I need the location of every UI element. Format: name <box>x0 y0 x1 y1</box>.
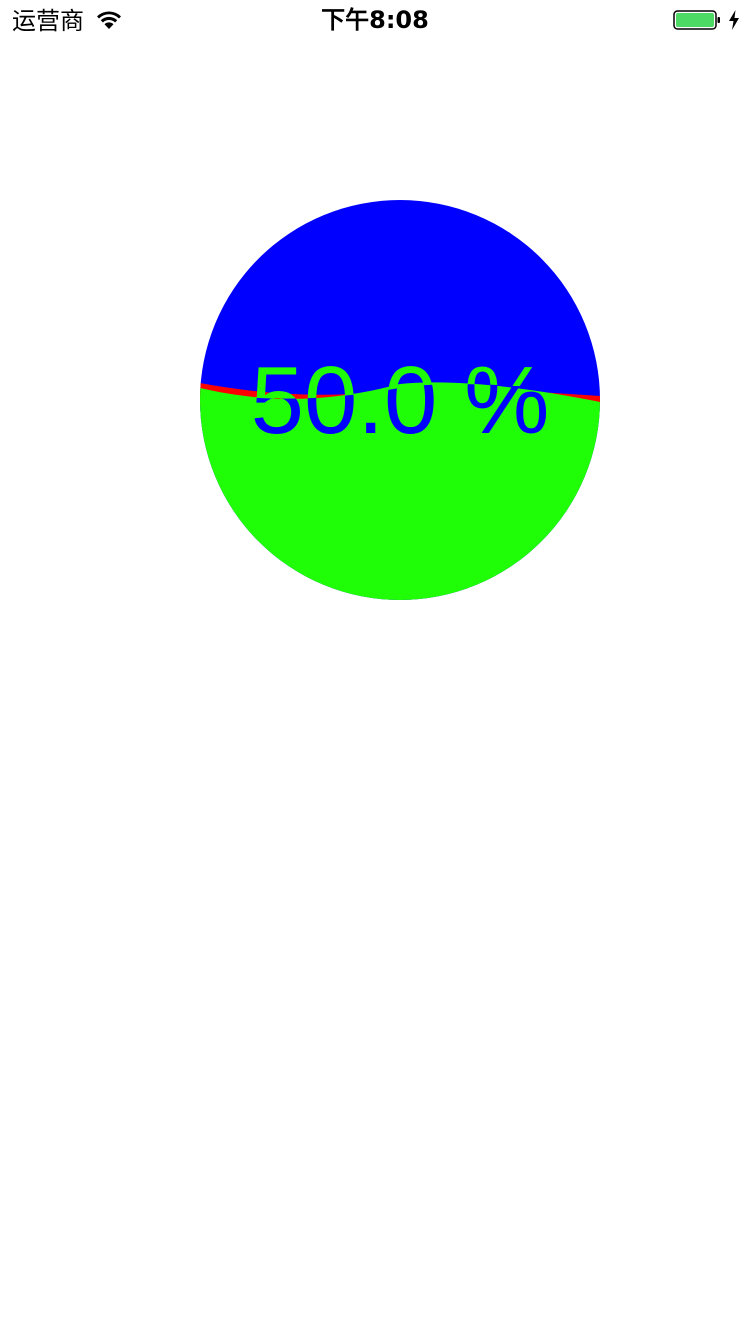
wifi-icon <box>97 11 121 29</box>
status-time: 下午8:08 <box>321 6 429 34</box>
liquid-area <box>200 382 600 600</box>
wave-progress-graphic <box>200 200 600 600</box>
status-bar: 运营商 下午8:08 <box>0 0 750 40</box>
carrier-label: 运营商 <box>12 7 84 35</box>
wave-progress-indicator: 50.0 % 50.0 % <box>200 200 600 600</box>
battery-icon <box>673 10 720 30</box>
charging-bolt-icon <box>729 10 739 30</box>
